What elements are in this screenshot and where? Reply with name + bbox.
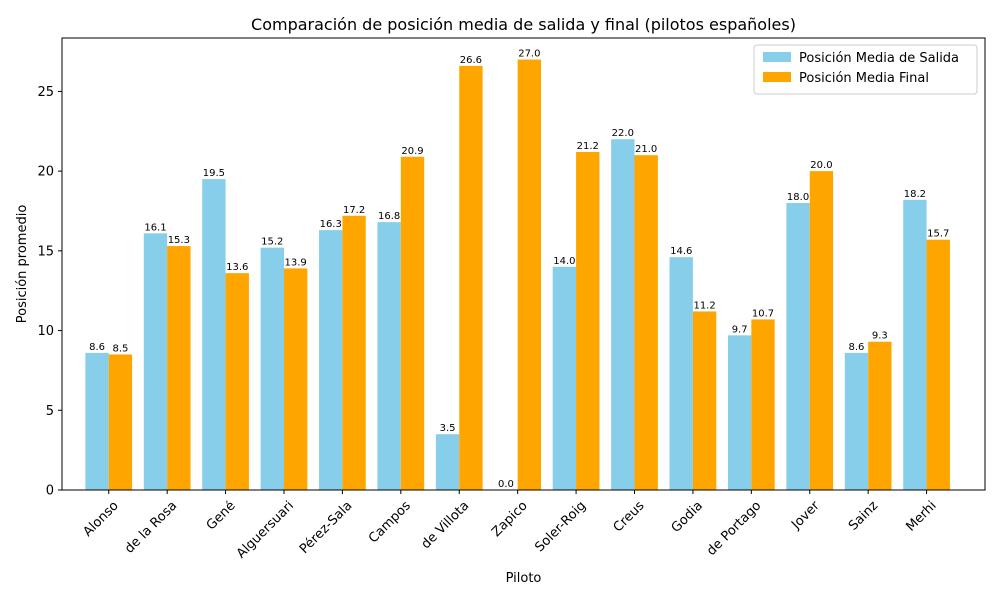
finish-bar-6 (459, 65, 483, 490)
start-bar-1 (143, 233, 168, 490)
finish-bar-2 (225, 273, 249, 490)
finish-bar-11 (751, 319, 775, 490)
finish-bar-9 (634, 155, 658, 490)
x-tick-label-10: Godia (669, 498, 706, 535)
start-value-label-5: 16.8 (378, 211, 400, 222)
plot-frame (61, 37, 986, 491)
finish-value-label-1: 15.3 (168, 235, 190, 246)
x-tick-label-1: de la Rosa (122, 498, 180, 556)
start-bar-3 (260, 247, 284, 490)
start-bar-0 (85, 352, 109, 490)
finish-value-label-9: 21.0 (635, 144, 657, 155)
start-bar-9 (611, 139, 635, 490)
finish-value-label-2: 13.6 (226, 262, 248, 273)
start-value-label-0: 8.6 (89, 342, 105, 353)
legend-swatch-1 (763, 72, 791, 82)
finish-bar-0 (108, 354, 133, 490)
x-tick-label-3: Alguersuari (234, 498, 297, 561)
start-value-label-13: 8.6 (849, 342, 865, 353)
finish-bar-1 (167, 246, 191, 490)
y-tick-label-1: 5 (46, 404, 54, 419)
finish-bar-4 (342, 215, 366, 490)
x-tick-label-11: de Portago (704, 498, 764, 558)
finish-value-label-14: 15.7 (927, 229, 949, 240)
x-tick-label-9: Creus (611, 498, 648, 535)
finish-value-label-12: 20.0 (810, 160, 832, 171)
start-value-label-2: 19.5 (203, 168, 225, 179)
start-value-label-6: 3.5 (440, 423, 456, 434)
y-tick-label-2: 10 (37, 324, 54, 339)
start-bar-5 (377, 222, 401, 491)
start-bar-10 (669, 257, 693, 490)
y-tick-label-5: 25 (37, 85, 54, 100)
finish-bar-12 (809, 171, 834, 490)
finish-value-label-8: 21.2 (577, 141, 599, 152)
y-tick-label-4: 20 (37, 165, 54, 180)
plot-area: 8.6 16.1 19.5 15.2 16.3 16.8 3.5 0.0 14.0 22.0 14.… (37, 37, 986, 562)
start-value-label-1: 16.1 (144, 222, 166, 233)
start-bar-6 (435, 434, 460, 490)
finish-bar-3 (283, 268, 308, 490)
start-value-label-7: 0.0 (498, 479, 514, 490)
start-value-label-3: 15.2 (261, 237, 283, 248)
finish-value-label-5: 20.9 (401, 146, 423, 157)
x-tick-label-12: Jover (788, 498, 823, 533)
start-value-label-9: 22.0 (612, 128, 634, 139)
start-bar-2 (202, 179, 226, 490)
start-value-label-12: 18.0 (787, 192, 809, 203)
legend-box (753, 44, 978, 95)
x-tick-label-2: Gené (204, 498, 239, 533)
legend-label-0: Posición Media de Salida (799, 51, 959, 66)
x-tick-label-7: Zapico (489, 498, 531, 540)
legend-swatch-0 (763, 52, 791, 62)
x-tick-label-5: Campos (366, 498, 414, 546)
finish-value-label-13: 9.3 (872, 331, 888, 342)
finish-value-label-4: 17.2 (343, 205, 365, 216)
finish-bar-14 (926, 239, 950, 490)
start-bar-14 (903, 199, 927, 491)
finish-value-label-6: 26.6 (460, 55, 482, 66)
finish-value-label-11: 10.7 (752, 308, 774, 319)
chart-title: Comparación de posición media de salida … (251, 15, 796, 34)
finish-bar-13 (868, 341, 892, 490)
finish-bar-8 (576, 151, 600, 491)
x-tick-label-4: Pérez-Sala (297, 498, 356, 557)
finish-value-label-3: 13.9 (285, 257, 307, 268)
start-value-label-10: 14.6 (670, 246, 692, 257)
start-value-label-8: 14.0 (553, 256, 575, 267)
start-value-label-14: 18.2 (904, 189, 926, 200)
start-value-label-11: 9.7 (732, 324, 748, 335)
finish-value-label-7: 27.0 (518, 49, 540, 60)
start-bar-11 (727, 335, 752, 490)
legend-label-1: Posición Media Final (799, 71, 929, 86)
start-bar-8 (552, 266, 577, 490)
x-tick-label-0: Alonso (80, 498, 121, 539)
x-tick-label-8: Soler-Roig (532, 498, 589, 555)
x-axis-label: Piloto (506, 571, 542, 586)
x-tick-label-6: de Villota (419, 498, 473, 552)
x-tick-label-14: Merhi (903, 498, 939, 534)
y-axis-label: Posición promedio (15, 205, 30, 324)
finish-value-label-10: 11.2 (693, 300, 715, 311)
y-tick-label-0: 0 (46, 484, 54, 499)
finish-value-label-0: 8.5 (112, 343, 128, 354)
start-bar-12 (786, 203, 810, 490)
finish-bar-7 (517, 59, 542, 491)
start-value-label-4: 16.3 (320, 219, 342, 230)
x-tick-label-13: Sainz (846, 498, 881, 533)
start-bar-4 (319, 230, 343, 490)
start-bar-13 (844, 352, 869, 490)
finish-bar-5 (400, 156, 425, 490)
y-tick-label-3: 15 (37, 244, 54, 259)
finish-bar-10 (692, 311, 717, 490)
